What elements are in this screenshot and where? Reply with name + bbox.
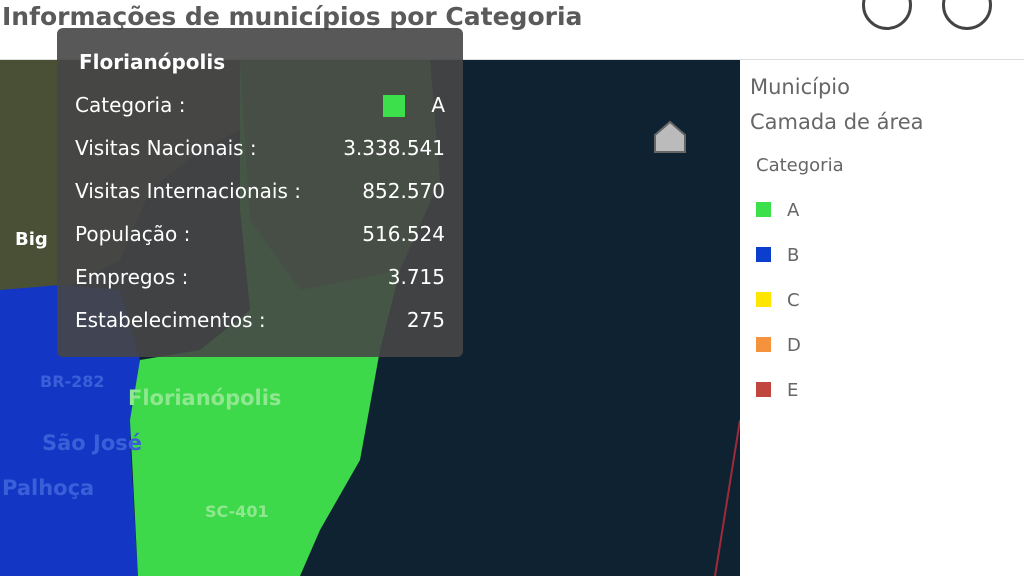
- boundary: [714, 419, 740, 576]
- tooltip-label: Categoria :: [75, 93, 186, 117]
- legend-swatch: [756, 247, 771, 262]
- tooltip-label: Visitas Nacionais :: [75, 136, 257, 160]
- legend-swatch: [756, 292, 771, 307]
- tooltip-value: 852.570: [362, 179, 445, 203]
- tooltip-value: 516.524: [362, 222, 445, 246]
- map-label: SC-401: [205, 502, 269, 521]
- tooltip-row: População : 516.524: [75, 222, 445, 252]
- tooltip-row: Visitas Nacionais : 3.338.541: [75, 136, 445, 166]
- legend-item: D: [756, 335, 801, 356]
- tooltip-label: Empregos :: [75, 265, 189, 289]
- legend-layer-type: Camada de área: [750, 110, 924, 134]
- map-label: BR-282: [40, 372, 105, 391]
- map-label: Big: [15, 229, 48, 250]
- tooltip-value: 3.338.541: [343, 136, 445, 160]
- tooltip-value: 275: [406, 308, 445, 332]
- map-label: Palhoça: [2, 476, 94, 500]
- chart-title: Informações de municípios por Categoria: [2, 2, 583, 31]
- legend-item: A: [756, 200, 799, 221]
- toolbar-button[interactable]: [862, 0, 912, 30]
- legend-item: E: [756, 380, 798, 401]
- legend-swatch: [756, 382, 771, 397]
- tooltip-label: População :: [75, 222, 191, 246]
- tooltip-value: 3.715: [387, 265, 445, 289]
- legend-label: D: [787, 335, 801, 356]
- tooltip-row: Estabelecimentos : 275: [75, 308, 445, 338]
- tooltip-title: Florianópolis: [79, 50, 226, 74]
- legend: Município Camada de área Categoria A B C D E: [740, 60, 1024, 576]
- legend-label: E: [787, 380, 799, 401]
- divider: [0, 59, 1024, 60]
- tooltip-row: Categoria : A: [75, 93, 445, 123]
- tooltip-row: Empregos : 3.715: [75, 265, 445, 295]
- tooltip: Florianópolis Categoria : A Visitas Nacion…: [57, 28, 463, 357]
- legend-label: A: [787, 200, 800, 221]
- category-swatch: [383, 95, 405, 117]
- home-button[interactable]: [654, 120, 686, 153]
- legend-label: B: [787, 245, 800, 266]
- legend-swatch: [756, 337, 771, 352]
- legend-heading: Categoria: [756, 155, 844, 176]
- legend-item: B: [756, 245, 799, 266]
- tooltip-row: Visitas Internacionais : 852.570: [75, 179, 445, 209]
- legend-swatch: [756, 202, 771, 217]
- legend-item: C: [756, 290, 800, 311]
- map-label: São José: [42, 431, 142, 455]
- legend-layer: Município: [750, 75, 850, 99]
- map-label: Florianópolis: [128, 386, 281, 410]
- tooltip-label: Visitas Internacionais :: [75, 179, 301, 203]
- tooltip-label: Estabelecimentos :: [75, 308, 266, 332]
- tooltip-value: A: [431, 93, 445, 117]
- region-b: [0, 285, 140, 576]
- toolbar-button[interactable]: [942, 0, 992, 30]
- legend-label: C: [787, 290, 800, 311]
